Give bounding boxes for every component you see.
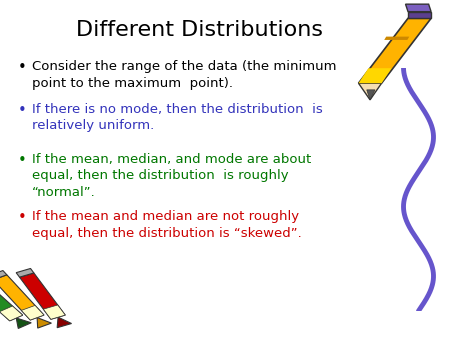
Polygon shape: [0, 306, 22, 321]
Text: If the mean, median, and mode are about
equal, then the distribution  is roughly: If the mean, median, and mode are about …: [32, 153, 311, 199]
Polygon shape: [16, 268, 34, 277]
Polygon shape: [57, 317, 72, 328]
Polygon shape: [367, 90, 375, 100]
Text: •: •: [18, 60, 27, 75]
Text: If there is no mode, then the distribution  is
relatively uniform.: If there is no mode, then the distributi…: [32, 103, 323, 132]
Text: •: •: [18, 103, 27, 118]
Polygon shape: [408, 11, 431, 18]
Polygon shape: [359, 18, 431, 83]
Polygon shape: [16, 318, 31, 329]
Text: Consider the range of the data (the minimum
point to the maximum  point).: Consider the range of the data (the mini…: [32, 60, 337, 90]
Polygon shape: [384, 37, 410, 40]
Text: Different Distributions: Different Distributions: [76, 20, 324, 40]
Polygon shape: [21, 306, 44, 320]
Polygon shape: [405, 4, 431, 11]
Polygon shape: [359, 68, 392, 83]
Polygon shape: [37, 318, 51, 328]
Polygon shape: [0, 275, 44, 320]
Text: •: •: [18, 153, 27, 168]
Polygon shape: [0, 277, 22, 321]
Polygon shape: [19, 273, 65, 319]
Polygon shape: [43, 305, 65, 319]
Text: •: •: [18, 210, 27, 225]
Polygon shape: [0, 270, 7, 280]
Polygon shape: [359, 83, 382, 100]
Text: If the mean and median are not roughly
equal, then the distribution is “skewed”.: If the mean and median are not roughly e…: [32, 210, 302, 240]
